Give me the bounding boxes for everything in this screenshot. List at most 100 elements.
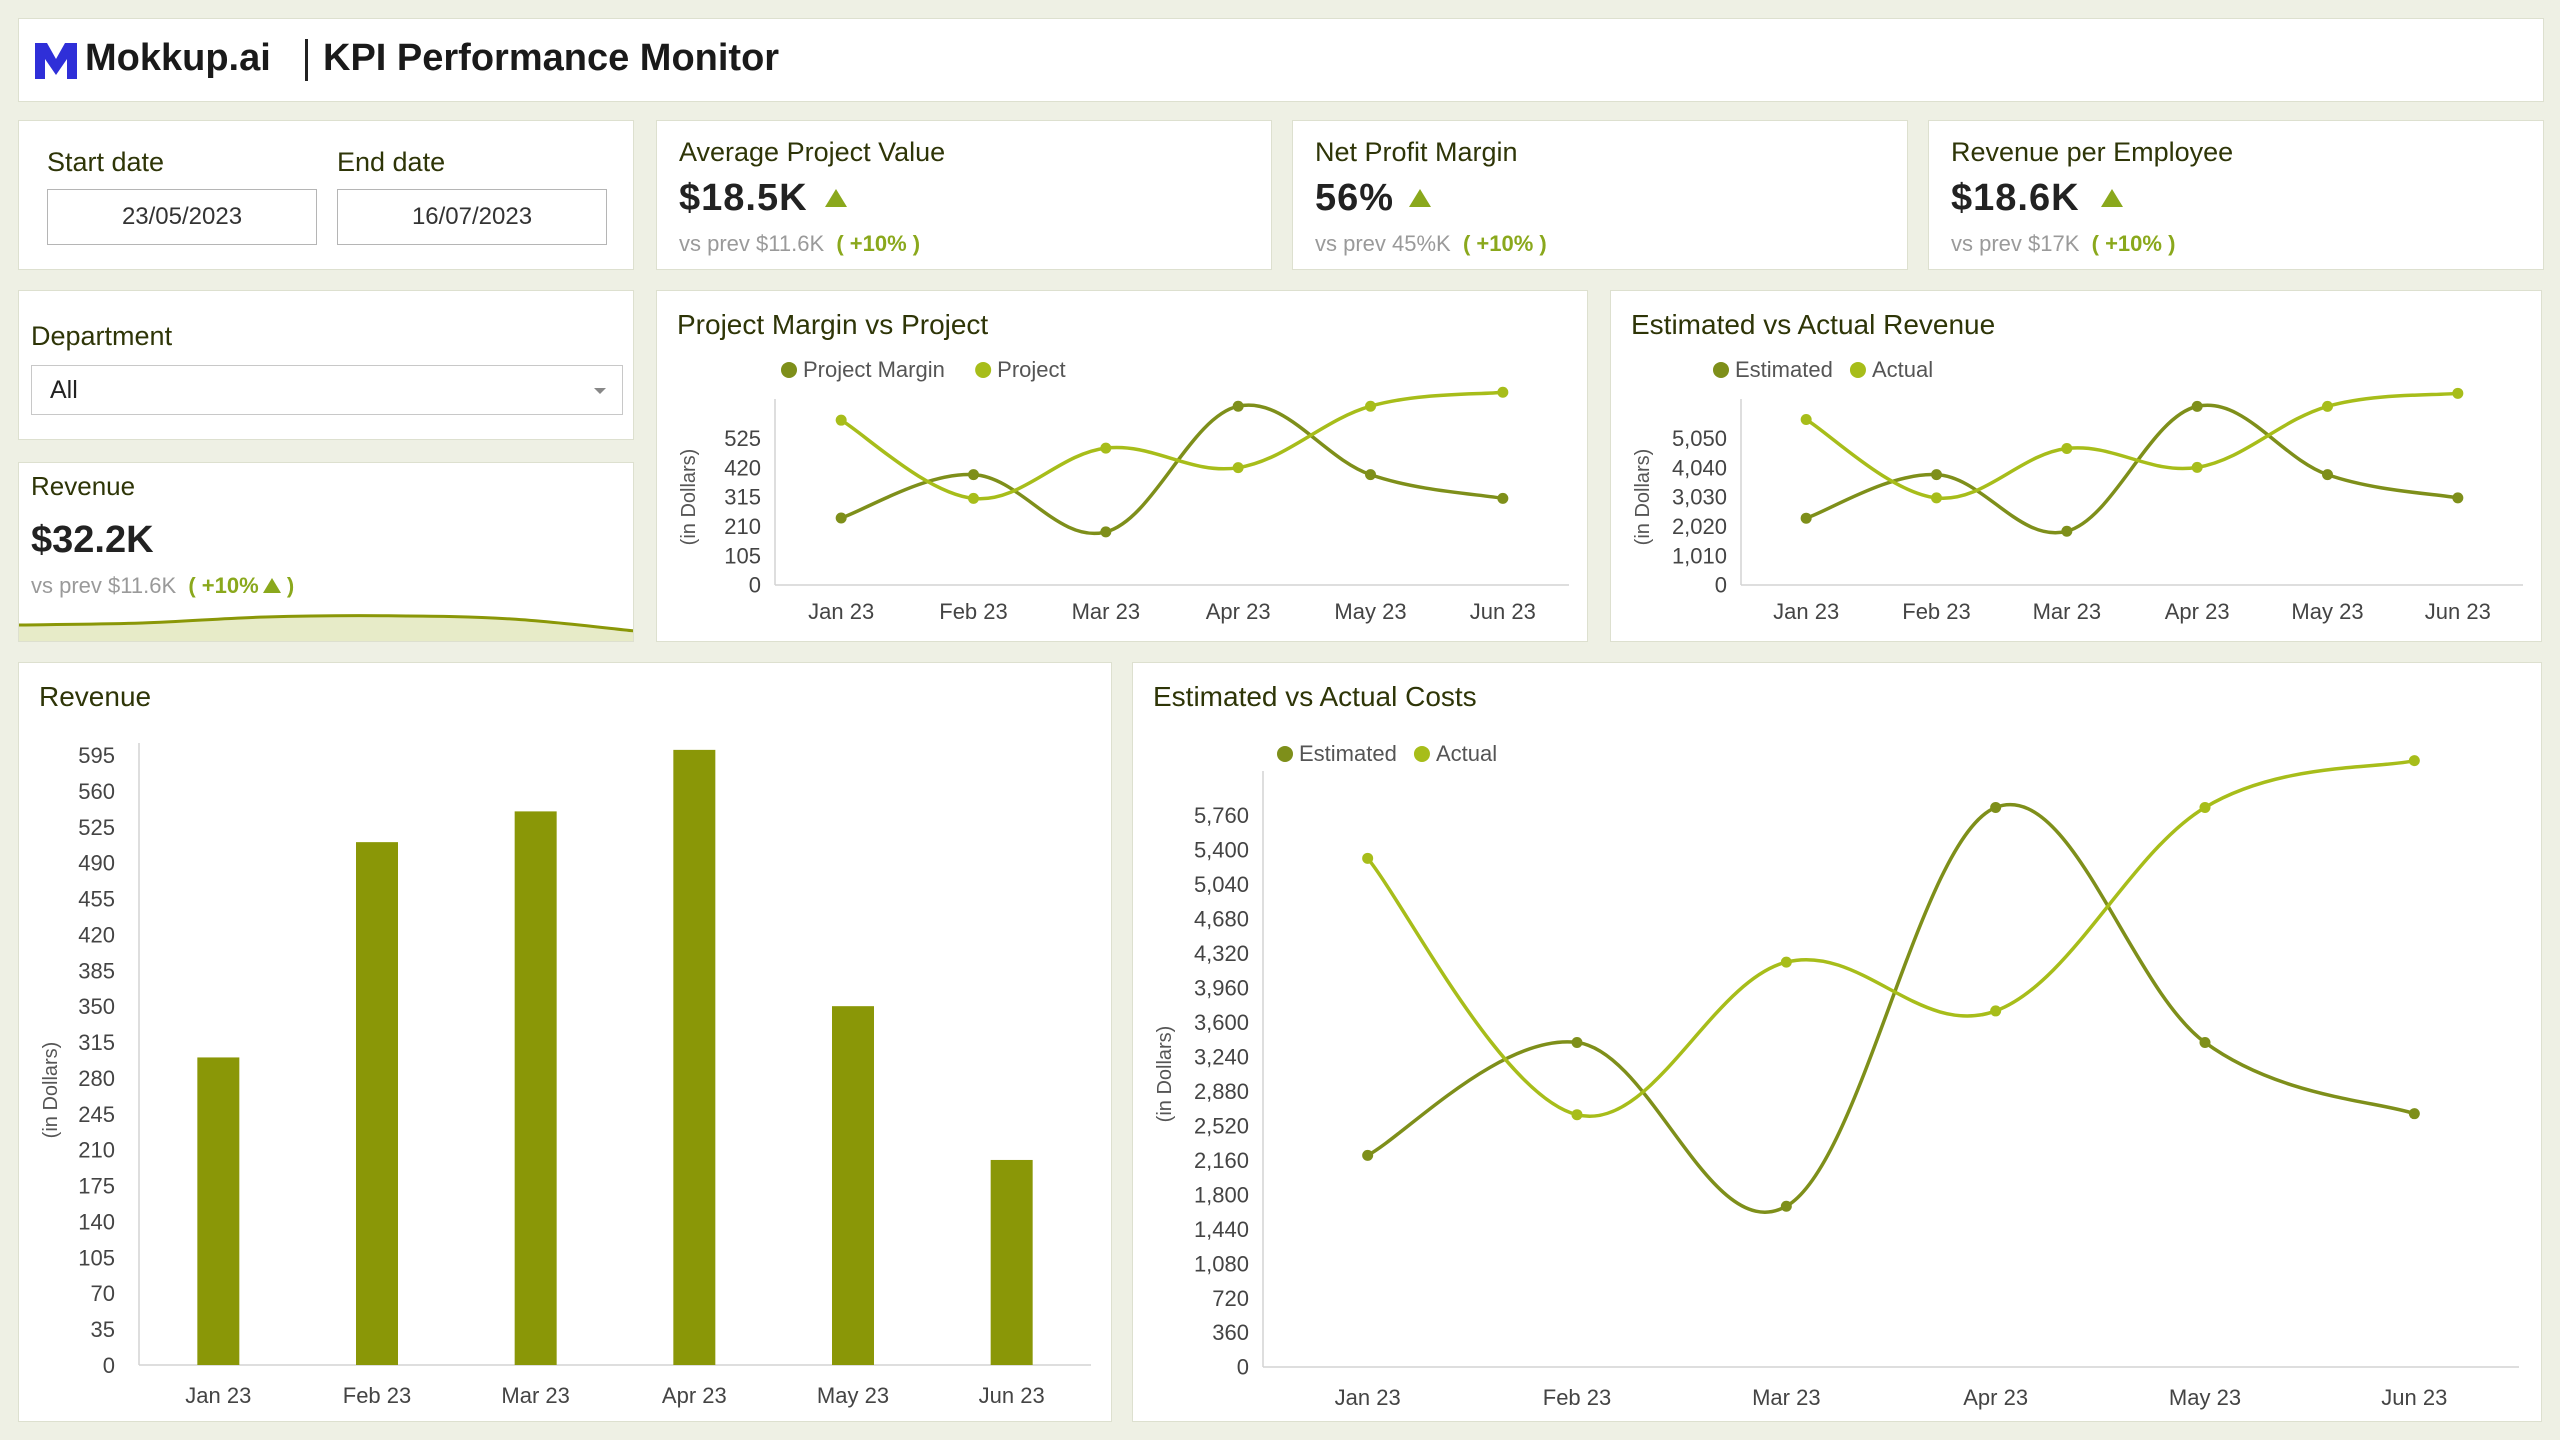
- y-tick-label: 70: [91, 1281, 115, 1306]
- x-tick-label: Mar 23: [501, 1383, 569, 1408]
- end-date-input[interactable]: 16/07/2023: [337, 189, 607, 245]
- data-point[interactable]: [1990, 1005, 2002, 1017]
- x-tick-label: Jun 23: [2425, 599, 2491, 624]
- y-tick-label: 0: [103, 1353, 115, 1378]
- y-tick-label: 4,040: [1672, 455, 1727, 480]
- bar[interactable]: [832, 1006, 874, 1365]
- data-point[interactable]: [1232, 462, 1244, 474]
- y-tick-label: 525: [78, 815, 115, 840]
- y-tick-label: 1,440: [1194, 1217, 1249, 1242]
- y-tick-label: 420: [724, 455, 761, 480]
- data-point[interactable]: [1100, 442, 1112, 454]
- data-point[interactable]: [1365, 469, 1376, 481]
- legend-marker: [975, 361, 992, 378]
- page-title: KPI Performance Monitor: [323, 37, 780, 79]
- data-point[interactable]: [2061, 442, 2073, 454]
- data-point[interactable]: [1100, 526, 1112, 538]
- data-point[interactable]: [1990, 801, 2002, 813]
- data-point[interactable]: [1931, 492, 1942, 504]
- data-point[interactable]: [1365, 400, 1376, 412]
- chart-title: Project Margin vs Project: [677, 309, 989, 340]
- trend-up-icon: [1409, 189, 1431, 207]
- data-point[interactable]: [2322, 400, 2333, 412]
- y-tick-label: 595: [78, 743, 115, 768]
- data-point[interactable]: [2199, 1036, 2211, 1048]
- data-point[interactable]: [1232, 400, 1244, 412]
- bar[interactable]: [356, 842, 398, 1365]
- data-point[interactable]: [1497, 386, 1509, 398]
- bar[interactable]: [673, 749, 716, 1365]
- kpi-change: ( +10% ): [836, 231, 921, 256]
- data-point[interactable]: [968, 469, 979, 481]
- y-axis-label: (in Dollars): [678, 449, 700, 546]
- chart-title: Revenue: [39, 681, 152, 712]
- series-line: [1366, 758, 2415, 1119]
- revenue-kpi-previous: vs prev $11.6K ( +10% ): [31, 573, 294, 599]
- kpi-change: ( +10% ): [1462, 231, 1547, 256]
- data-point[interactable]: [2322, 469, 2333, 481]
- kpi-card-average-project-value: Average Project Value $18.5K vs prev $11…: [656, 120, 1272, 270]
- y-tick-label: 35: [91, 1317, 115, 1342]
- data-point[interactable]: [2191, 400, 2203, 412]
- data-point[interactable]: [1800, 413, 1812, 425]
- legend-marker: [1849, 361, 1866, 378]
- data-point[interactable]: [1362, 1149, 1374, 1161]
- data-point[interactable]: [2452, 492, 2464, 504]
- y-tick-label: 2,880: [1194, 1079, 1249, 1104]
- y-tick-label: 2,520: [1194, 1113, 1249, 1138]
- data-point[interactable]: [2408, 755, 2420, 767]
- bar[interactable]: [514, 811, 557, 1365]
- data-point[interactable]: [835, 512, 847, 524]
- data-point[interactable]: [1780, 956, 1792, 968]
- start-date-input[interactable]: 23/05/2023: [47, 189, 317, 245]
- bar[interactable]: [197, 1057, 240, 1365]
- data-point[interactable]: [2452, 387, 2464, 399]
- x-tick-label: May 23: [817, 1383, 889, 1408]
- data-point[interactable]: [2191, 461, 2203, 473]
- data-point[interactable]: [2061, 525, 2073, 537]
- chevron-down-icon: [594, 388, 606, 394]
- data-point[interactable]: [968, 492, 979, 504]
- y-tick-label: 105: [724, 543, 761, 568]
- kpi-prev-text: vs prev 45%K: [1315, 231, 1451, 256]
- legend-item: Actual: [1872, 357, 1933, 382]
- data-point[interactable]: [2199, 801, 2211, 813]
- data-point[interactable]: [1800, 512, 1812, 524]
- data-point[interactable]: [1931, 469, 1942, 481]
- legend-item: Project: [997, 357, 1065, 382]
- series-line: [1366, 803, 2415, 1214]
- data-point[interactable]: [835, 414, 847, 426]
- y-tick-label: 5,040: [1194, 872, 1249, 897]
- revenue-kpi-prev-text: vs prev $11.6K: [31, 573, 177, 598]
- data-point[interactable]: [2408, 1108, 2420, 1120]
- revenue-sparkline: [19, 614, 633, 641]
- y-tick-label: 3,030: [1672, 485, 1727, 510]
- y-tick-label: 210: [78, 1138, 115, 1163]
- estimated-actual-revenue-chart-card: 5,050 4,040 3,030 2,020 1,010 0 Jan 23 Feb 23 Ma…: [1610, 290, 2542, 642]
- data-point[interactable]: [1362, 852, 1374, 864]
- data-point[interactable]: [1780, 1200, 1792, 1212]
- y-tick-label: 4,320: [1194, 941, 1249, 966]
- data-point[interactable]: [1497, 492, 1509, 504]
- x-tick-label: Apr 23: [1206, 599, 1271, 624]
- bar[interactable]: [990, 1159, 1033, 1365]
- department-select[interactable]: All: [31, 365, 623, 415]
- end-date-label: End date: [337, 147, 446, 177]
- series-line: [1805, 391, 2459, 500]
- kpi-value: $18.6K: [1951, 177, 2080, 219]
- data-point[interactable]: [1571, 1036, 1583, 1048]
- kpi-change: ( +10% ): [2091, 231, 2176, 256]
- y-axis-label: (in Dollars): [1154, 1026, 1176, 1123]
- revenue-kpi-card: Revenue $32.2K vs prev $11.6K ( +10% ): [18, 462, 634, 642]
- trend-up-icon: [2101, 189, 2123, 207]
- kpi-card-revenue-per-employee: Revenue per Employee $18.6K vs prev $17K…: [1928, 120, 2544, 270]
- y-axis-label: (in Dollars): [40, 1042, 62, 1139]
- data-point[interactable]: [1571, 1109, 1583, 1121]
- y-tick-label: 350: [78, 994, 115, 1019]
- department-filter-card: Department All: [18, 290, 634, 440]
- y-tick-label: 245: [78, 1102, 115, 1127]
- kpi-previous: vs prev $17K ( +10% ): [1951, 231, 2175, 257]
- chart-title: Estimated vs Actual Revenue: [1631, 309, 1996, 340]
- kpi-value: $18.5K: [679, 177, 808, 219]
- y-tick-label: 5,760: [1194, 803, 1249, 828]
